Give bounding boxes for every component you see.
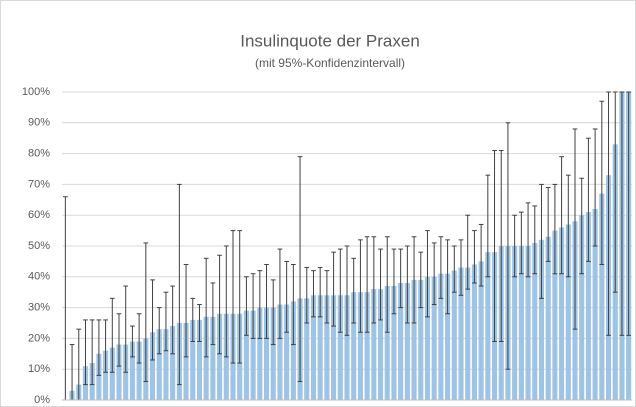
bar bbox=[411, 279, 417, 400]
bar bbox=[404, 282, 410, 400]
bar bbox=[451, 270, 457, 400]
bar bbox=[217, 313, 223, 400]
y-tick-label: 50% bbox=[28, 240, 50, 252]
bar bbox=[357, 292, 363, 400]
bar bbox=[445, 273, 451, 400]
bar bbox=[592, 209, 598, 400]
bar bbox=[364, 292, 370, 400]
bar bbox=[96, 353, 102, 400]
bar bbox=[485, 252, 491, 400]
bar bbox=[324, 295, 330, 400]
y-tick-label: 30% bbox=[28, 302, 50, 314]
bar bbox=[418, 279, 424, 400]
y-tick-label: 10% bbox=[28, 363, 50, 375]
bar bbox=[471, 264, 477, 400]
bar bbox=[270, 307, 276, 400]
bar bbox=[458, 267, 464, 400]
y-tick-label: 80% bbox=[28, 148, 50, 160]
bar bbox=[438, 273, 444, 400]
bar bbox=[103, 350, 109, 400]
bar bbox=[210, 316, 216, 400]
bar bbox=[585, 212, 591, 400]
bar bbox=[317, 295, 323, 400]
bar bbox=[371, 289, 377, 400]
bar bbox=[156, 329, 162, 400]
bar bbox=[545, 236, 551, 400]
bar bbox=[116, 344, 122, 400]
bar bbox=[109, 347, 115, 400]
bar bbox=[250, 310, 256, 400]
bar bbox=[559, 227, 565, 400]
bar bbox=[424, 276, 431, 400]
y-tick-label: 40% bbox=[28, 271, 50, 283]
bar bbox=[129, 341, 135, 400]
bar bbox=[538, 239, 545, 400]
bar bbox=[391, 286, 397, 400]
bar bbox=[277, 304, 283, 400]
bar bbox=[284, 304, 290, 400]
bar bbox=[149, 332, 156, 400]
bar bbox=[351, 292, 357, 400]
bar bbox=[263, 307, 270, 400]
bar bbox=[243, 310, 249, 400]
bar bbox=[398, 282, 404, 400]
bar bbox=[310, 295, 317, 400]
bar bbox=[512, 246, 518, 400]
y-tick-label: 100% bbox=[22, 86, 50, 98]
bar bbox=[257, 307, 263, 400]
chart-title: Insulinquote der Praxen bbox=[240, 31, 420, 50]
bar bbox=[190, 319, 196, 400]
bar bbox=[163, 329, 169, 400]
bar bbox=[565, 224, 571, 400]
bar bbox=[525, 246, 531, 400]
y-tick-label: 70% bbox=[28, 178, 50, 190]
bar bbox=[337, 295, 343, 400]
bar bbox=[331, 295, 337, 400]
bar bbox=[377, 289, 384, 400]
bar bbox=[465, 267, 471, 400]
bar bbox=[290, 301, 296, 400]
bar bbox=[170, 326, 176, 400]
y-tick-label: 0% bbox=[34, 394, 50, 406]
y-tick-label: 20% bbox=[28, 332, 50, 344]
bar bbox=[183, 323, 189, 400]
chart-subtitle: (mit 95%-Konfidenzintervall) bbox=[255, 56, 405, 70]
bar bbox=[136, 341, 142, 400]
bar bbox=[304, 298, 310, 400]
bar bbox=[599, 193, 605, 400]
bar bbox=[579, 215, 585, 400]
bar bbox=[552, 230, 558, 400]
bar bbox=[203, 316, 209, 400]
bar bbox=[384, 286, 390, 400]
bar bbox=[431, 276, 437, 400]
y-tick-label: 60% bbox=[28, 209, 50, 221]
bar bbox=[532, 242, 538, 400]
bar bbox=[518, 246, 524, 400]
bar bbox=[478, 261, 484, 400]
bar bbox=[344, 295, 350, 400]
y-tick-label: 90% bbox=[28, 117, 50, 129]
bar bbox=[196, 319, 203, 400]
